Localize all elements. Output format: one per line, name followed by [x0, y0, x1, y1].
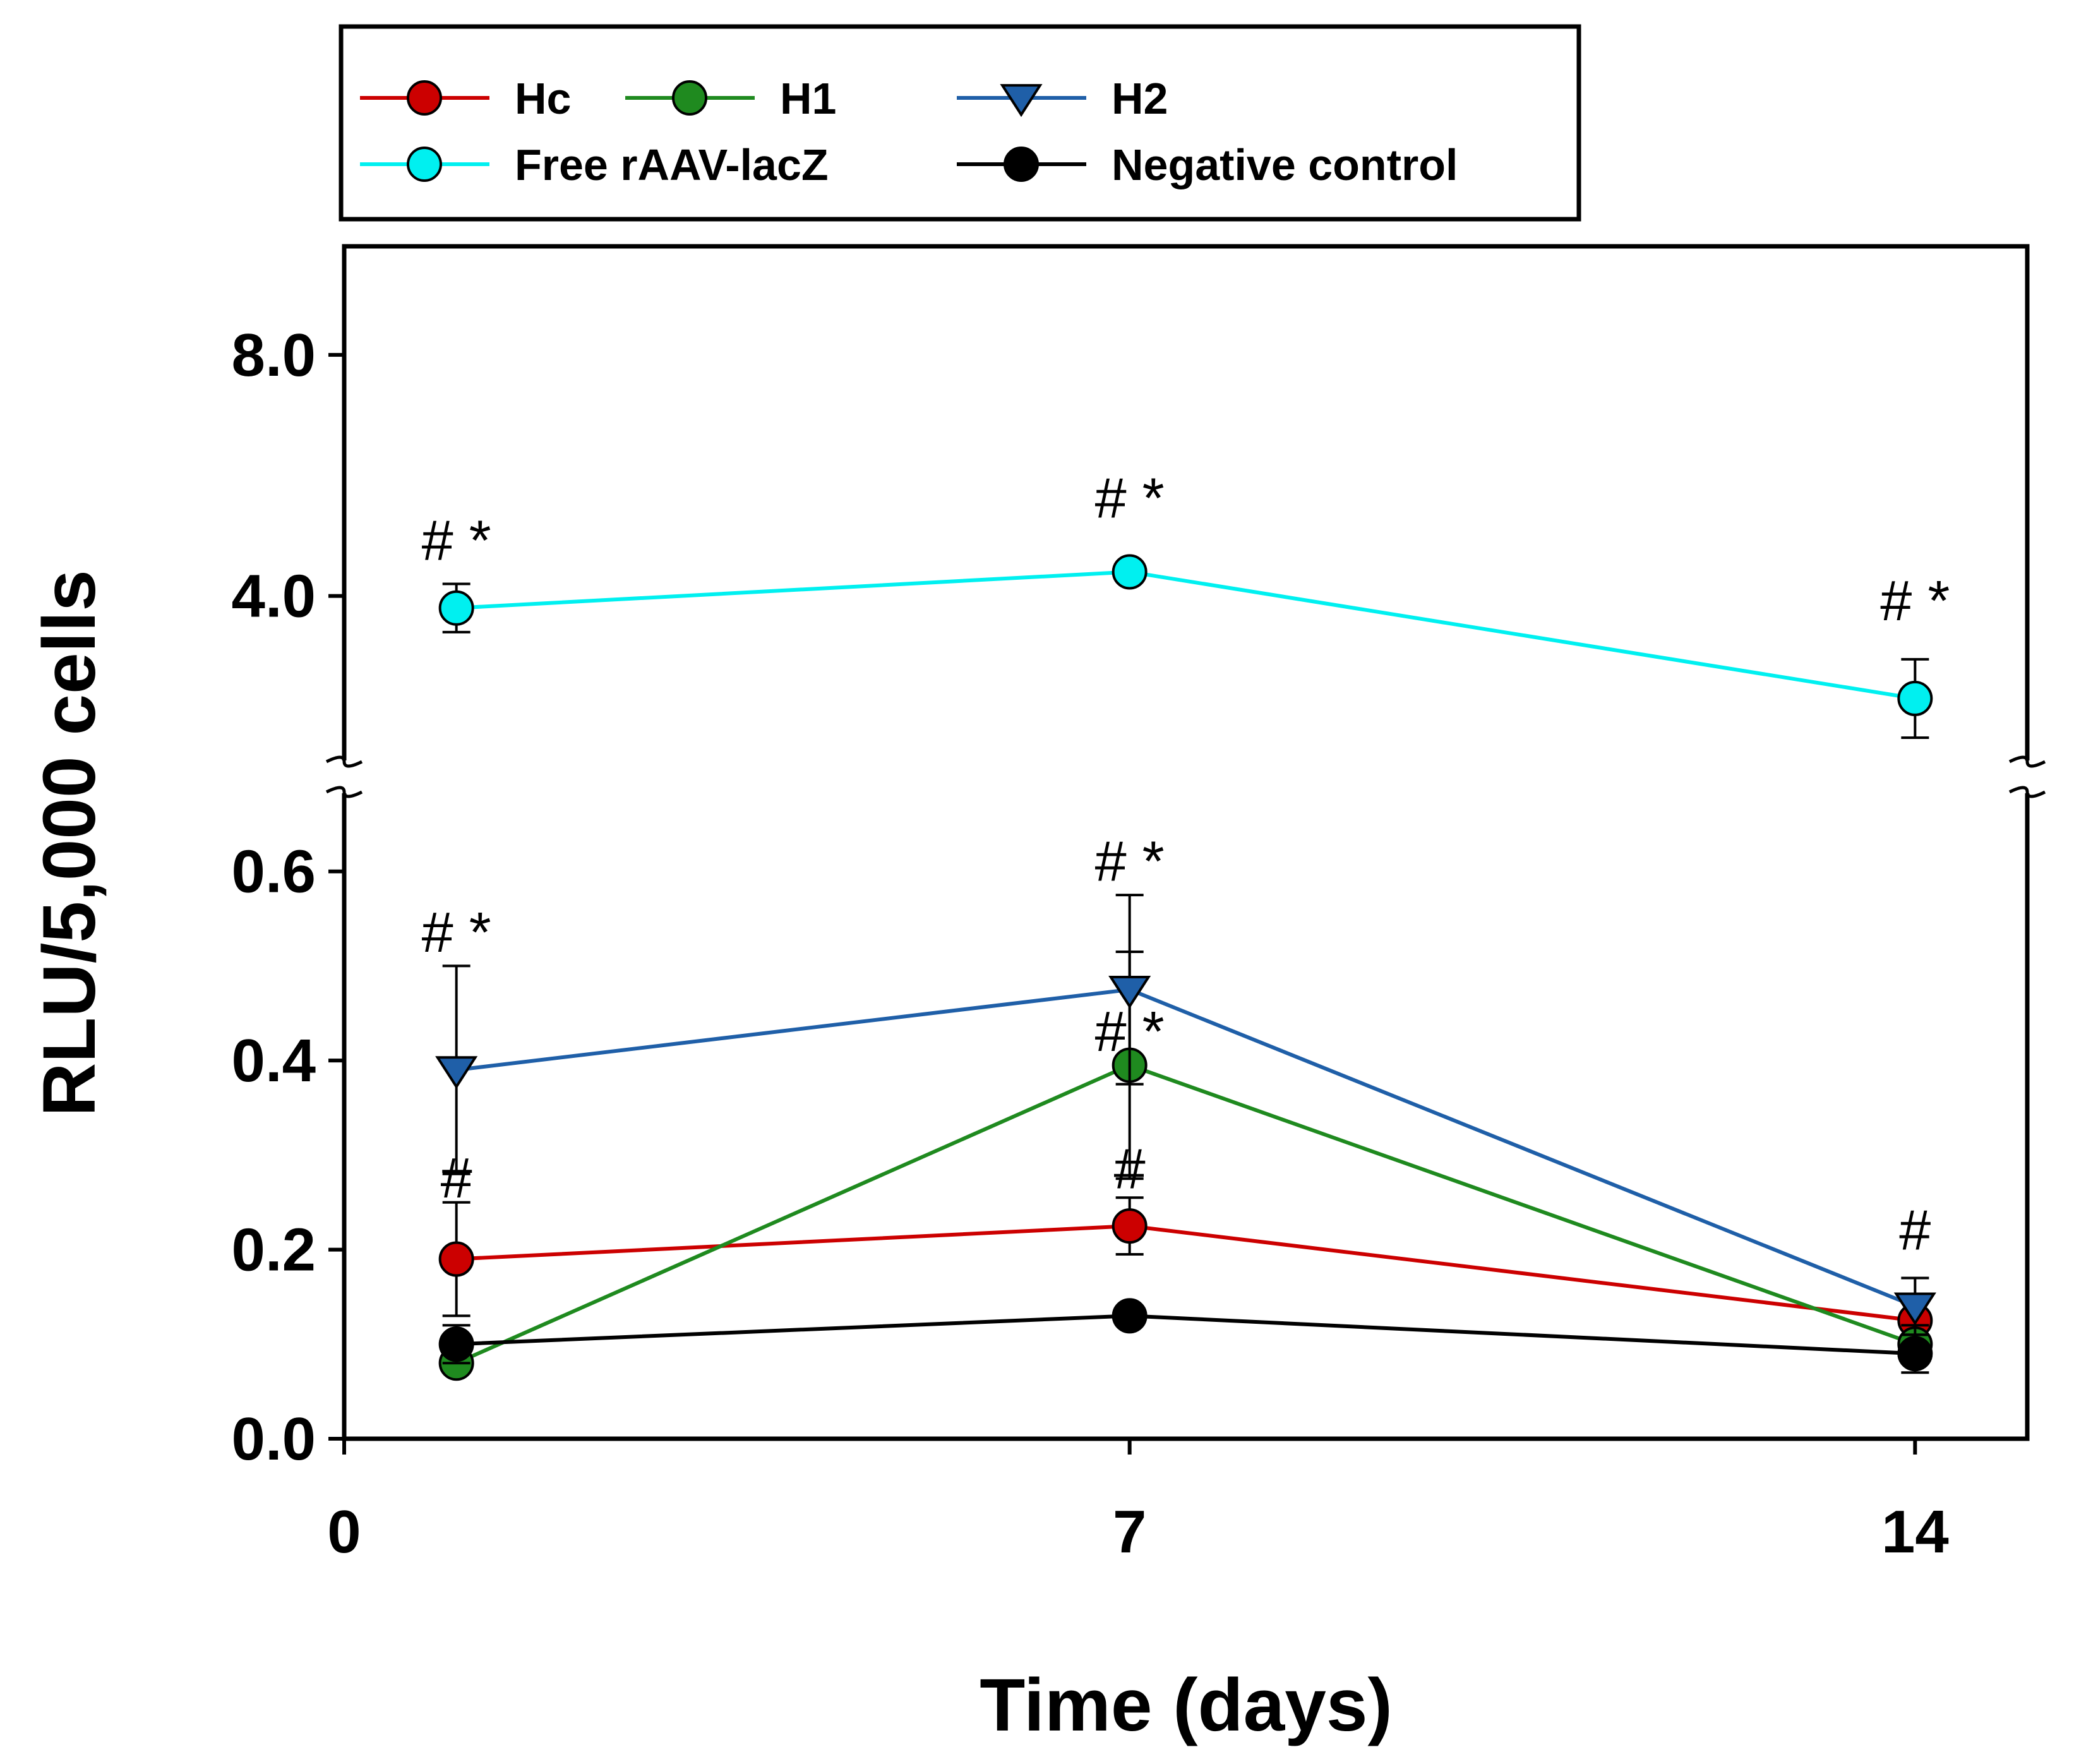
- data-point: [438, 590, 474, 626]
- significance-label: #: [1114, 1137, 1146, 1201]
- legend-entry: Free rAAV-lacZ: [360, 140, 829, 189]
- legend-label: H2: [1112, 74, 1168, 123]
- annotations: # * # * # * # * # * # * # # #: [422, 467, 1950, 1263]
- axes: 0.0 0.2 0.4 0.6 4.0 8.0 0 7 14: [232, 321, 2046, 1566]
- x-tick-label: 0: [327, 1498, 361, 1566]
- y-upper-tick-label: 8.0: [232, 321, 316, 389]
- series-h1: [438, 950, 1933, 1381]
- significance-label: # *: [1880, 570, 1950, 633]
- y-upper-tick-label: 4.0: [232, 563, 316, 630]
- data-point: [435, 1056, 478, 1089]
- legend-entry: Negative control: [957, 140, 1458, 189]
- legend-label: Free rAAV-lacZ: [515, 140, 829, 189]
- data-point: [438, 1241, 474, 1277]
- data-point: [1893, 1292, 1936, 1326]
- y-lower-tick-label: 0.2: [232, 1216, 316, 1284]
- series-h2: [435, 894, 1936, 1336]
- significance-label: #: [1899, 1199, 1931, 1263]
- x-tick-label: 14: [1881, 1498, 1949, 1566]
- significance-label: #: [441, 1147, 472, 1210]
- legend-marker: [407, 80, 442, 116]
- legend-entry: H2: [957, 74, 1168, 123]
- data-point: [1897, 1336, 1933, 1372]
- y-lower-tick-label: 0.6: [232, 838, 316, 906]
- significance-label: # *: [422, 901, 491, 964]
- series-free-raav-lacz: [438, 554, 1933, 739]
- plot-frame: [342, 244, 2030, 1441]
- data-point: [1112, 554, 1148, 590]
- y-axis-title: RLU/5,000 cells: [28, 570, 111, 1117]
- legend-box: [339, 24, 1581, 222]
- legend-marker: [672, 80, 707, 116]
- significance-label: # *: [1095, 467, 1165, 531]
- series-line: [456, 987, 1916, 1309]
- data-point: [1112, 1208, 1148, 1244]
- legend-entry: Hc: [360, 74, 571, 123]
- data-point: [1897, 680, 1933, 716]
- legend: Hc H1 H2 Free rAAV-lacZ Negative control: [360, 74, 1458, 189]
- series-line: [456, 1314, 1915, 1356]
- axis-break-lower-left: [325, 786, 363, 798]
- x-axis-title: Time (days): [980, 1664, 1393, 1747]
- data-point: [438, 1326, 474, 1362]
- legend-entry: H1: [625, 74, 836, 123]
- axis-break-upper-left: [325, 755, 363, 768]
- legend-marker: [1004, 147, 1039, 182]
- axis-break-upper-right: [2008, 755, 2046, 768]
- series-line: [456, 570, 1915, 700]
- legend-label: Negative control: [1112, 140, 1458, 189]
- x-tick-label: 7: [1113, 1498, 1146, 1566]
- legend-label: H1: [780, 74, 836, 123]
- legend-label: Hc: [515, 74, 571, 123]
- series-layer: [435, 554, 1936, 1381]
- axis-break-lower-right: [2008, 786, 2046, 798]
- y-lower-tick-label: 0.0: [232, 1405, 316, 1473]
- y-lower-tick-label: 0.4: [232, 1027, 316, 1095]
- significance-label: # *: [1095, 831, 1165, 894]
- series-negative-control: [438, 1298, 1933, 1374]
- data-point: [1108, 975, 1151, 1009]
- significance-label: # *: [1095, 1000, 1165, 1064]
- legend-marker: [407, 147, 442, 182]
- legend-marker: [1000, 84, 1043, 117]
- data-point: [1112, 1298, 1148, 1334]
- series-line: [456, 1224, 1915, 1323]
- significance-label: # *: [422, 509, 491, 572]
